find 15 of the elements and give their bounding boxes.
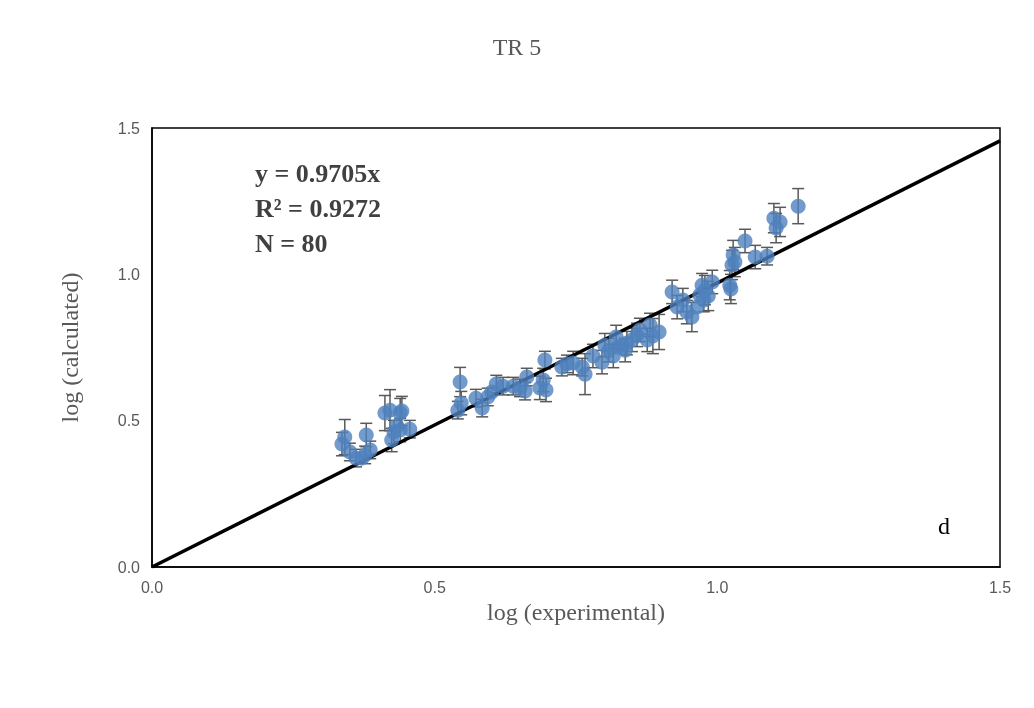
x-tick-label: 1.5 [988, 578, 1012, 596]
y-tick-label: 1.5 [117, 119, 141, 137]
x-tick-label: 1.0 [706, 578, 729, 596]
annotation: R² = 0.9272 [255, 193, 381, 223]
y-axis-title: log (calculated) [57, 272, 83, 423]
annotation: N = 80 [255, 228, 328, 258]
annotation: d [938, 513, 950, 539]
y-tick-label: 1.0 [117, 265, 141, 283]
x-tick-label: 0.0 [140, 578, 164, 596]
x-tick-label: 0.5 [423, 578, 446, 596]
annotation: y = 0.9705x [254, 158, 381, 188]
y-tick-label: 0.5 [117, 412, 141, 430]
y-tick-label: 0.0 [117, 558, 141, 576]
chart-title: TR 5 [492, 34, 542, 60]
x-axis-title: log (experimental) [487, 598, 665, 625]
